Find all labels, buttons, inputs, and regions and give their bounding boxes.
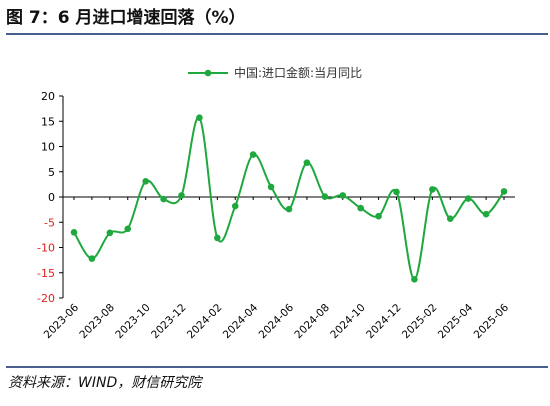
data-point xyxy=(249,151,257,158)
y-tick-label: -10 xyxy=(37,242,55,255)
y-tick-label: 5 xyxy=(48,166,55,179)
title-rule xyxy=(6,33,548,35)
data-point xyxy=(88,255,96,262)
data-point xyxy=(160,195,167,203)
legend-label: 中国:进口金额:当月同比 xyxy=(234,65,362,80)
data-point xyxy=(429,186,436,193)
y-tick-label: 20 xyxy=(41,90,55,103)
data-point xyxy=(482,210,490,218)
data-point xyxy=(303,159,311,166)
x-tick-label: 2023-12 xyxy=(149,302,189,342)
legend: 中国:进口金额:当月同比 xyxy=(188,65,362,80)
y-tick-label: -20 xyxy=(37,292,55,305)
x-tick-label: 2023-06 xyxy=(42,301,82,341)
data-point xyxy=(464,195,472,202)
x-axis: 2023-062023-082023-102023-122024-022024-… xyxy=(42,196,515,342)
y-tick-label: 10 xyxy=(41,141,55,154)
y-tick-label: 0 xyxy=(48,191,55,204)
data-point xyxy=(285,205,293,213)
x-tick-label: 2024-06 xyxy=(257,301,297,341)
x-tick-label: 2023-10 xyxy=(113,302,153,342)
data-point xyxy=(142,178,149,185)
source-rule xyxy=(6,366,548,368)
x-tick-label: 2024-02 xyxy=(185,302,225,342)
x-tick-label: 2025-06 xyxy=(472,301,512,341)
legend-marker xyxy=(204,69,212,77)
x-tick-label: 2024-12 xyxy=(364,302,404,342)
x-tick-label: 2023-08 xyxy=(77,302,117,342)
x-tick-label: 2024-10 xyxy=(328,302,368,342)
data-point xyxy=(500,188,508,195)
data-point xyxy=(357,204,364,212)
data-point xyxy=(124,225,132,233)
x-tick-label: 2025-04 xyxy=(436,301,476,341)
data-point xyxy=(231,202,239,210)
data-point xyxy=(321,193,329,200)
data-point xyxy=(106,229,114,237)
data-point xyxy=(196,114,203,122)
data-point xyxy=(339,192,347,199)
data-point xyxy=(375,212,382,220)
data-point xyxy=(214,234,221,242)
y-tick-label: -5 xyxy=(44,216,55,229)
y-axis: 20 15 10 5 0 -5 -10 -15 -20 xyxy=(37,90,64,305)
data-point xyxy=(70,229,78,236)
data-point xyxy=(446,215,454,223)
figure-title: 图 7：6 月进口增速回落（%） xyxy=(6,7,246,28)
data-point xyxy=(267,183,275,191)
x-tick-label: 2025-02 xyxy=(400,302,440,342)
data-point xyxy=(411,276,418,283)
data-point xyxy=(178,192,185,199)
y-tick-label: -15 xyxy=(37,267,55,280)
source-note: 资料来源：WIND，财信研究院 xyxy=(8,375,202,391)
x-tick-label: 2024-04 xyxy=(221,301,261,341)
series-layer xyxy=(70,114,508,283)
x-tick-label: 2024-08 xyxy=(292,302,332,342)
data-point xyxy=(393,188,400,196)
y-tick-label: 15 xyxy=(41,115,55,128)
